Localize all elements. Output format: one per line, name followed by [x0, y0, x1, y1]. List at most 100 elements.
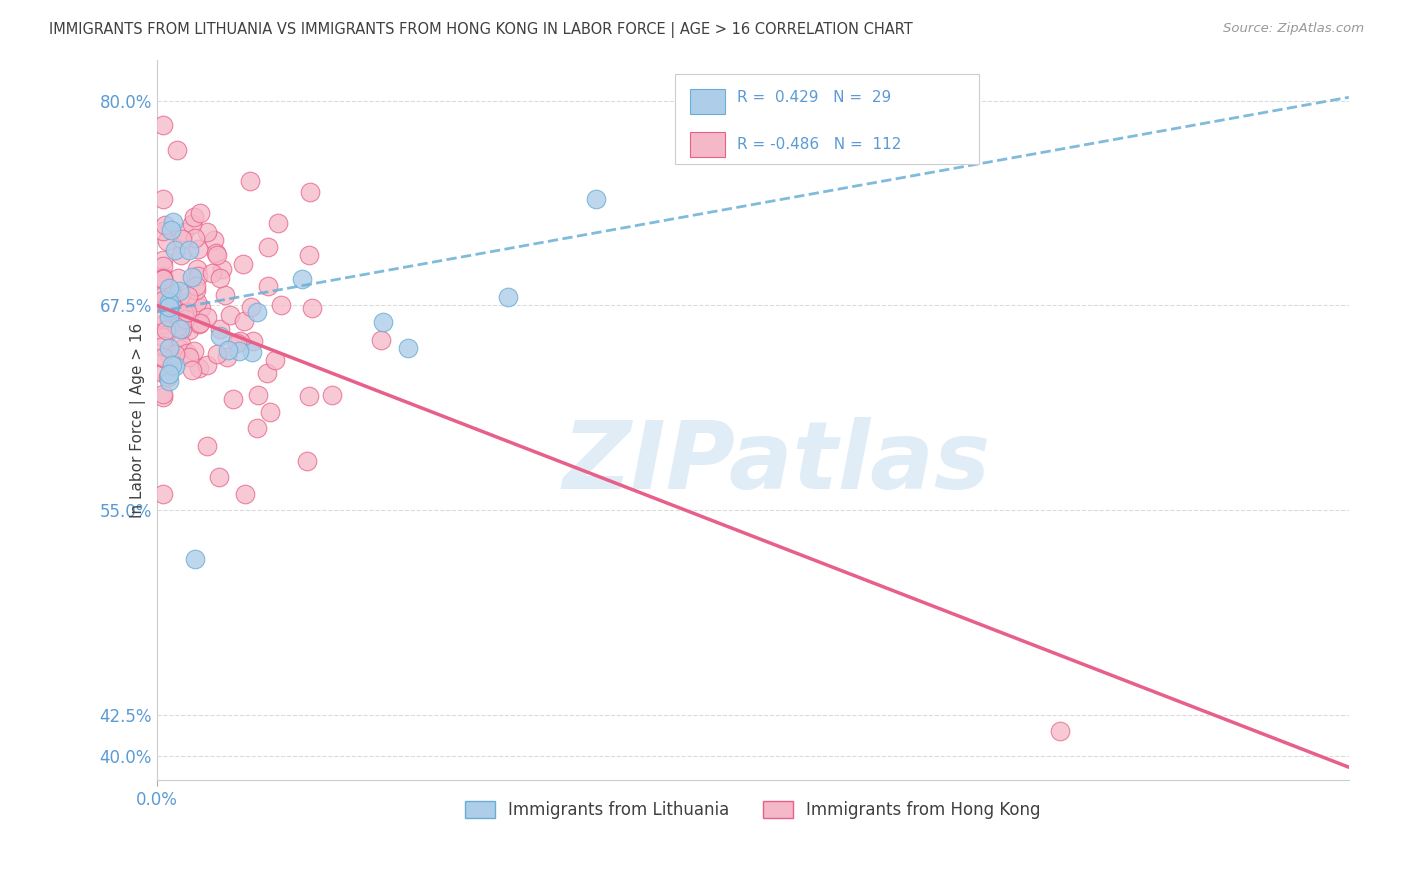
Point: [211, 261, 233, 276]
Text: ZIPatlas: ZIPatlas: [562, 417, 991, 509]
Point: [160, 223, 183, 237]
Point: [166, 143, 188, 157]
Point: [167, 284, 190, 298]
Point: [162, 311, 184, 326]
Point: [173, 306, 195, 320]
Legend: Immigrants from Lithuania, Immigrants from Hong Kong: Immigrants from Lithuania, Immigrants fr…: [458, 795, 1047, 826]
Point: [170, 322, 193, 336]
Point: [208, 470, 231, 484]
Point: [173, 226, 195, 240]
Point: [156, 290, 179, 304]
Point: [160, 285, 183, 299]
Point: [173, 312, 195, 326]
Point: [496, 290, 519, 304]
Point: [233, 314, 256, 328]
Point: [396, 341, 419, 355]
Point: [152, 310, 174, 324]
Point: [291, 271, 314, 285]
Point: [259, 405, 281, 419]
Point: [163, 351, 186, 365]
Point: [321, 388, 343, 402]
Point: [585, 192, 607, 206]
Point: [176, 304, 198, 318]
FancyBboxPatch shape: [689, 89, 725, 114]
Point: [299, 185, 322, 199]
Point: [205, 248, 228, 262]
Point: [157, 369, 180, 384]
Point: [170, 343, 193, 357]
Point: [166, 271, 188, 285]
Point: [205, 347, 228, 361]
Point: [195, 310, 218, 325]
Point: [156, 321, 179, 335]
Point: [152, 387, 174, 401]
Point: [202, 233, 225, 247]
Point: [165, 347, 187, 361]
Point: [169, 322, 191, 336]
Point: [195, 358, 218, 372]
Point: [183, 210, 205, 224]
Text: Source: ZipAtlas.com: Source: ZipAtlas.com: [1223, 22, 1364, 36]
Point: [222, 392, 245, 406]
Point: [298, 247, 321, 261]
Point: [152, 252, 174, 267]
Y-axis label: In Labor Force | Age > 16: In Labor Force | Age > 16: [129, 322, 146, 517]
Point: [152, 272, 174, 286]
Point: [184, 283, 207, 297]
Point: [228, 343, 250, 358]
Point: [297, 389, 319, 403]
Point: [170, 231, 193, 245]
Point: [156, 234, 179, 248]
Point: [208, 270, 231, 285]
Point: [233, 486, 256, 500]
Point: [181, 363, 204, 377]
Point: [170, 337, 193, 351]
Point: [246, 421, 269, 435]
Point: [190, 206, 212, 220]
Point: [156, 347, 179, 361]
Point: [157, 310, 180, 324]
Point: [177, 293, 200, 308]
Point: [217, 343, 239, 357]
Point: [186, 262, 208, 277]
Point: [197, 225, 219, 239]
Point: [152, 390, 174, 404]
Point: [163, 359, 186, 373]
Point: [157, 281, 180, 295]
Point: [270, 298, 292, 312]
Text: IMMIGRANTS FROM LITHUANIA VS IMMIGRANTS FROM HONG KONG IN LABOR FORCE | AGE > 16: IMMIGRANTS FROM LITHUANIA VS IMMIGRANTS …: [49, 22, 912, 38]
Point: [187, 269, 209, 284]
Point: [256, 240, 278, 254]
Point: [219, 308, 242, 322]
Text: R =  0.429   N =  29: R = 0.429 N = 29: [737, 89, 891, 104]
FancyBboxPatch shape: [689, 132, 725, 157]
Point: [165, 243, 187, 257]
Point: [370, 333, 392, 347]
Point: [152, 224, 174, 238]
Point: [152, 366, 174, 380]
Point: [239, 174, 262, 188]
Point: [214, 288, 236, 302]
Point: [190, 301, 212, 316]
Point: [195, 439, 218, 453]
Point: [240, 300, 263, 314]
Text: R = -0.486   N =  112: R = -0.486 N = 112: [737, 137, 901, 152]
Point: [177, 323, 200, 337]
Point: [180, 217, 202, 231]
Point: [152, 118, 174, 132]
Point: [246, 388, 269, 402]
Point: [176, 345, 198, 359]
Point: [215, 350, 238, 364]
Point: [297, 454, 319, 468]
Point: [166, 319, 188, 334]
Point: [186, 295, 208, 310]
Point: [170, 248, 193, 262]
Point: [157, 375, 180, 389]
Point: [225, 335, 247, 350]
Point: [157, 298, 180, 312]
Point: [229, 334, 252, 348]
Point: [152, 317, 174, 331]
Point: [188, 360, 211, 375]
Point: [152, 350, 174, 364]
Point: [301, 301, 323, 316]
